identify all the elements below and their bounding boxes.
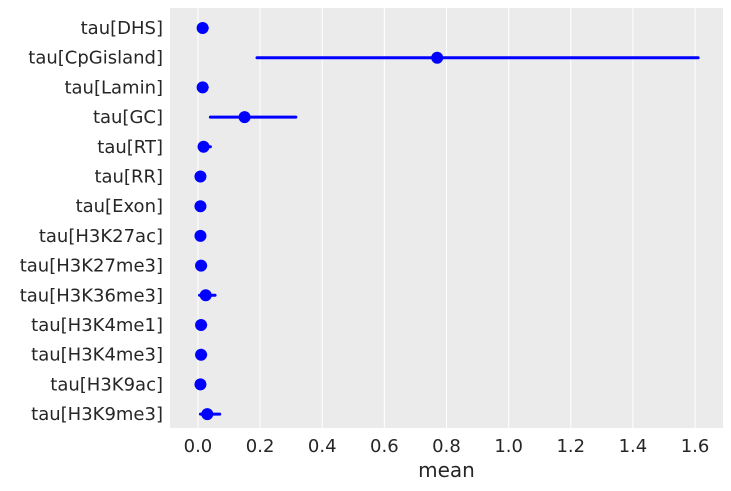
mean-point — [194, 170, 207, 183]
y-tick-label: tau[GC] — [93, 107, 163, 128]
y-tick-label: tau[DHS] — [81, 18, 163, 39]
y-tick-label: tau[CpGisland] — [28, 48, 163, 69]
x-tick-labels: 0.0 0.2 0.4 0.6 0.8 1.0 1.2 1.4 1.6 — [184, 436, 710, 457]
x-axis-title: mean — [418, 458, 475, 482]
y-tick-label: tau[RR] — [94, 167, 163, 188]
mean-point — [238, 111, 251, 124]
y-tick-labels: tau[DHS] tau[CpGisland] tau[Lamin] tau[GC] t… — [20, 18, 163, 425]
x-tick-label: 0.4 — [308, 436, 337, 457]
y-tick-label: tau[H3K4me3] — [31, 345, 163, 366]
y-tick-label: tau[H3K36me3] — [20, 285, 163, 306]
mean-points — [194, 22, 444, 421]
mean-point — [196, 22, 209, 34]
y-tick-label: tau[H3K27ac] — [39, 226, 163, 247]
y-tick-label: tau[Exon] — [76, 196, 163, 217]
mean-point — [199, 289, 212, 302]
mean-point — [194, 200, 207, 213]
grid-lines — [197, 8, 696, 428]
y-tick-label: tau[Lamin] — [64, 77, 163, 98]
mean-point — [196, 81, 209, 94]
mean-point — [201, 408, 214, 421]
x-tick-label: 0.8 — [432, 436, 461, 457]
y-tick-label: tau[RT] — [97, 137, 163, 158]
mean-point — [194, 229, 207, 242]
x-tick-label: 1.6 — [681, 436, 710, 457]
mean-point — [197, 140, 210, 153]
x-tick-label: 0.6 — [370, 436, 399, 457]
x-tick-label: 1.0 — [494, 436, 523, 457]
y-tick-label: tau[H3K9ac] — [50, 374, 163, 395]
mean-point — [431, 51, 444, 64]
x-tick-label: 1.2 — [556, 436, 585, 457]
y-tick-label: tau[H3K27me3] — [20, 256, 163, 277]
x-tick-label: 1.4 — [619, 436, 648, 457]
mean-point — [195, 319, 208, 331]
x-tick-label: 0.2 — [246, 436, 275, 457]
y-tick-label: tau[H3K9me3] — [31, 404, 163, 425]
mean-point — [195, 348, 208, 361]
mean-point — [195, 259, 208, 272]
y-tick-label: tau[H3K4me1] — [31, 315, 163, 336]
x-tick-label: 0.0 — [184, 436, 213, 457]
mean-point — [194, 378, 207, 391]
